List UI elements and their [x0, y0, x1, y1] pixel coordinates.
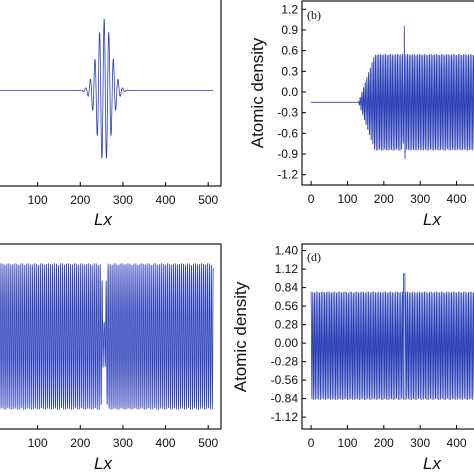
- panel-a-x-ticks: 100 200 300 400 500: [28, 182, 219, 207]
- panel-b-x-tick-label: 400: [447, 192, 467, 206]
- panel-d-x-tick-label: 100: [337, 436, 357, 450]
- panel-c: 100 200 300 400 500 Lx: [0, 243, 222, 473]
- panel-b-x-tick-label: 200: [374, 192, 394, 206]
- panel-b-y-ticks: 1.2 0.9 0.6 0.3 0.0 -0.3 -0.6 -0.9 -1.2: [277, 2, 306, 182]
- panel-d-x-tick-label: 0: [308, 436, 315, 450]
- panel-c-x-tick-label: 400: [156, 436, 176, 450]
- panel-d-y-tick-label: 0.28: [275, 318, 299, 332]
- panel-d-x-tick-label: 200: [374, 436, 394, 450]
- panel-a: 100 200 300 400 500 Lx: [0, 0, 222, 229]
- panel-b-y-axis-title: Atomic density: [248, 37, 267, 148]
- panel-c-series-line: [0, 263, 214, 410]
- panel-a-series-line: [0, 17, 214, 159]
- panel-d-x-axis-title: Lx: [423, 454, 441, 473]
- panel-d-y-tick-label: 1.40: [275, 244, 299, 258]
- panel-d-y-tick-label: -1.12: [271, 410, 299, 424]
- panel-d-frame: [301, 243, 474, 430]
- panel-b: 0 100 200 300 400 1.2 0.9 0.6 0.3 0.0 -0.3 -0.6 -0.…: [248, 0, 474, 229]
- panel-b-y-tick-label: -1.2: [277, 168, 298, 182]
- panel-c-x-tick-label: 200: [70, 436, 90, 450]
- panel-b-series-line: [311, 25, 474, 160]
- panel-a-x-tick-label: 400: [156, 193, 176, 207]
- panel-d-y-tick-label: 0.56: [275, 299, 299, 313]
- panel-d-y-tick-label: -0.84: [271, 392, 299, 406]
- panel-b-frame: [301, 0, 474, 186]
- panel-b-x-axis-title: Lx: [423, 210, 441, 229]
- panel-b-y-tick-label: 0.3: [281, 64, 298, 78]
- panel-a-x-tick-label: 100: [28, 193, 48, 207]
- panel-a-x-tick-label: 500: [198, 193, 218, 207]
- panel-d-y-tick-label: 0.00: [275, 336, 299, 350]
- panel-b-y-tick-label: 1.2: [281, 2, 298, 16]
- panel-c-x-tick-label: 500: [198, 436, 218, 450]
- panel-d-y-tick-label: 0.84: [275, 281, 299, 295]
- panel-c-frame: [0, 243, 222, 430]
- panel-b-y-tick-label: -0.9: [277, 147, 298, 161]
- panel-a-frame: [0, 0, 222, 187]
- panel-d-y-axis-title: Atomic density: [231, 281, 250, 392]
- panel-b-y-tick-label: 0.9: [281, 23, 298, 37]
- panel-c-x-tick-label: 100: [28, 436, 48, 450]
- panel-d-x-ticks: 0 100 200 300 400: [308, 425, 467, 450]
- panel-d: 0 100 200 300 400 1.40 1.12 0.84 0.56 0.28 0.00 -0…: [231, 243, 474, 473]
- panel-b-y-tick-label: 0.0: [281, 85, 298, 99]
- panel-b-x-tick-label: 100: [337, 192, 357, 206]
- panel-d-tag: (d): [307, 250, 321, 264]
- panel-a-x-tick-label: 300: [113, 193, 133, 207]
- panel-b-tag: (b): [307, 8, 321, 22]
- panel-d-x-tick-label: 400: [447, 436, 467, 450]
- panel-d-y-tick-label: -0.28: [271, 355, 299, 369]
- panel-b-x-tick-label: 300: [410, 192, 430, 206]
- panel-b-y-tick-label: -0.6: [277, 126, 298, 140]
- panel-d-series-line: [310, 273, 474, 401]
- panel-d-y-tick-label: 1.12: [275, 262, 299, 276]
- panel-b-x-tick-label: 0: [308, 192, 315, 206]
- panel-b-y-tick-label: 0.6: [281, 44, 298, 58]
- panel-a-x-tick-label: 200: [70, 193, 90, 207]
- panel-c-x-tick-label: 300: [113, 436, 133, 450]
- panel-d-x-tick-label: 300: [410, 436, 430, 450]
- panel-a-x-axis-title: Lx: [94, 210, 112, 229]
- panel-d-y-tick-label: -0.56: [271, 373, 299, 387]
- panel-b-x-ticks: 0 100 200 300 400: [308, 181, 467, 206]
- panel-c-x-ticks: 100 200 300 400 500: [28, 425, 219, 450]
- panel-b-y-tick-label: -0.3: [277, 106, 298, 120]
- panel-c-x-axis-title: Lx: [94, 454, 112, 473]
- panel-d-y-ticks: 1.40 1.12 0.84 0.56 0.28 0.00 -0.28 -0.56 -0.84 -…: [271, 244, 306, 424]
